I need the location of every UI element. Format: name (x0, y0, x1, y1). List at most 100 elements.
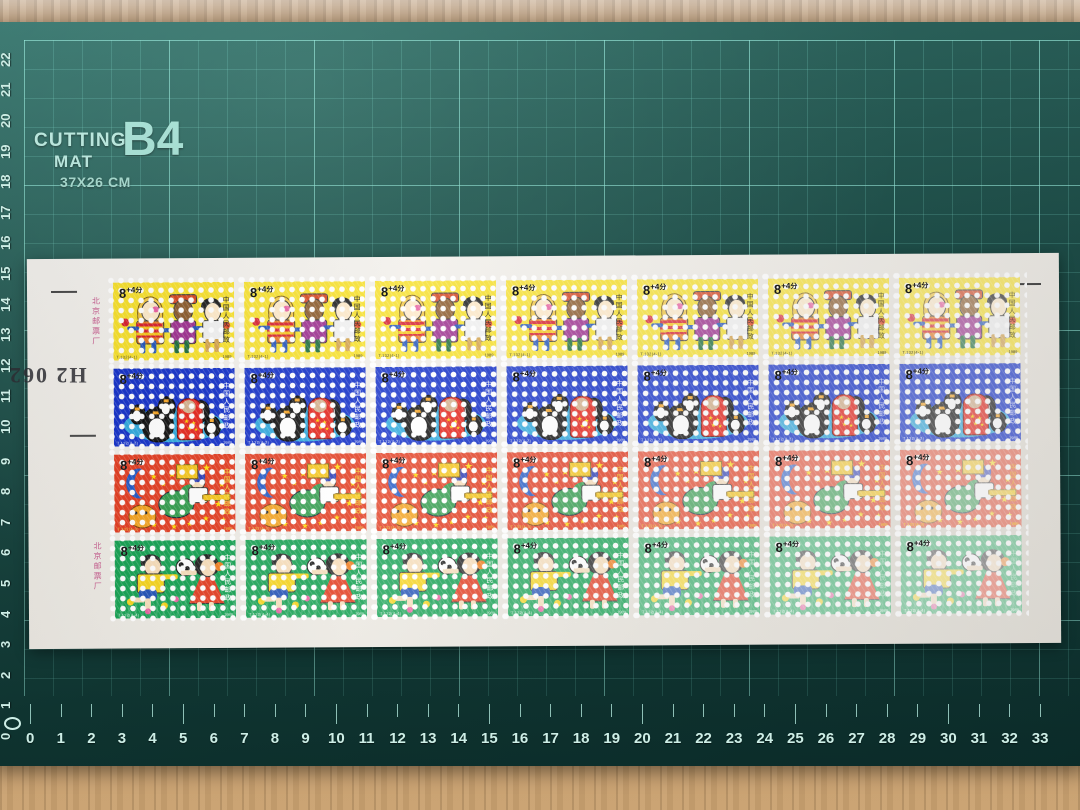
stamp-imprint-right: 1989 (746, 350, 756, 356)
ruler-tick-h (183, 704, 184, 724)
stamp-imprint-left: T.132(4-1) (771, 350, 793, 356)
stamp-country-text: 中国人民邮政 (485, 552, 494, 601)
stamp-r1-c7[interactable]: 8+4分 中国人民邮政 T.132(4-1) 1989 (891, 270, 1028, 363)
mat-brand-cutting: CUTTING (34, 130, 127, 151)
stamp-r2-c2[interactable]: ★ ★ ★ ★ 8+4分 中国人民邮政 T.132(4-2) 1989 (237, 360, 374, 453)
stamp-country-text: 中国人民邮政 (484, 380, 493, 429)
stamp-r2-c6[interactable]: ★ ★ ★ ★ 8+4分 中国人民邮政 T.132(4-2) 1989 (761, 356, 897, 450)
stamp-imprint-left: T.132(4-2) (640, 437, 663, 443)
stamp-r1-c6[interactable]: 8+4分 中国人民邮政 T.132(4-1) 1989 (760, 270, 897, 364)
ruler-label-v-22: 22 (0, 52, 13, 67)
stamp-country-text: 中国人民邮政 (877, 377, 886, 426)
stamp-imprint-right: 1989 (616, 437, 625, 443)
stamp-imprint-right: 1989 (222, 353, 232, 359)
stamp-imprint-left: T.132(4-4) (772, 608, 795, 614)
ruler-label-h-17: 17 (542, 730, 559, 747)
stamp-denomination: 8+4分 (250, 370, 274, 387)
ruler-tick-h (856, 704, 858, 717)
stamp-country-text: 中国人民邮政 (878, 463, 887, 512)
row-children-playing-ball: 8+4分 中国人民邮政 T.132(4-4) 1989 8+4分 中国人民邮政 T.132(… (107, 528, 1030, 626)
stamp-denomination: 8+4分 (513, 455, 537, 471)
stamp-imprint-right: 1989 (747, 522, 757, 528)
stamp-r3-c3[interactable]: ★ ★ ★ ★ ★ ★ ★ ★ ★ ★ ★ ★ 8+4分 中国人民邮政 T.132(4-3) 1989 (368, 445, 505, 539)
stamp-r3-c5[interactable]: ★ ★ ★ ★ ★ ★ ★ ★ ★ ★ ★ ★ 8+4分 中国人民邮政 T.132(4-3) 1989 (630, 443, 767, 537)
stamp-country-text: 中国人民邮政 (484, 294, 493, 343)
ruler-label-v-8: 8 (0, 488, 13, 495)
ruler-label-h-2: 2 (87, 730, 96, 747)
ruler-label-v-1: 1 (0, 702, 13, 709)
stamp-imprint-left: T.132(4-4) (379, 610, 402, 617)
stamp-denomination: 8+4分 (906, 452, 930, 469)
stamp-r1-c1[interactable]: 8+4分 中国人民邮政 T.132(4-1) 1989 (105, 274, 242, 368)
ruler-tick-h (672, 704, 674, 717)
stamp-denomination: 8+4分 (382, 455, 406, 472)
stamp-r1-c2[interactable]: 8+4分 中国人民邮政 T.132(4-1) 1989 (236, 274, 373, 367)
stamp-country-text: 中国人民邮政 (1008, 377, 1017, 426)
ruler-tick-h (733, 704, 735, 717)
ruler-label-h-3: 3 (117, 730, 127, 747)
stamp-r1-c5[interactable]: 8+4分 中国人民邮政 T.132(4-1) 1989 (629, 271, 766, 365)
stamp-country-text: 中国人民邮政 (1009, 549, 1018, 598)
stamp-country-text: 中国人民邮政 (746, 378, 755, 427)
stamp-country-text: 中国人民邮政 (616, 551, 625, 600)
ruler-tick-h (213, 704, 215, 717)
stamp-r3-c7[interactable]: ★ ★ ★ ★ ★ ★ ★ ★ ★ ★ ★ ★ 8+4分 中国人民邮政 T.132(4-3) 1989 (892, 442, 1029, 535)
stamp-imprint-right: 1989 (353, 353, 363, 359)
stamp-imprint-left: T.132(4-4) (510, 610, 533, 616)
stamp-country-text: 中国人民邮政 (222, 295, 231, 344)
ruler-label-h-27: 27 (848, 730, 865, 747)
ruler-tick-h (1009, 704, 1011, 717)
ruler-label-h-28: 28 (878, 730, 896, 747)
stamp-r2-c4[interactable]: ★ ★ ★ ★ 8+4分 中国人民邮政 T.132(4-2) 1989 (499, 358, 635, 452)
stamp-r4-c2[interactable]: 8+4分 中国人民邮政 T.132(4-4) 1989 (238, 532, 375, 625)
ruler-tick-h (60, 704, 62, 717)
stamp-r3-c1[interactable]: ★ ★ ★ ★ ★ ★ ★ ★ ★ ★ ★ ★ 8+4分 中国人民邮政 T.132(4-3) 1989 (106, 446, 243, 540)
stamp-country-text: 中国人民邮政 (223, 467, 232, 516)
ruler-label-h-11: 11 (358, 730, 375, 747)
stamp-r1-c4[interactable]: 8+4分 中国人民邮政 T.132(4-1) 1989 (498, 272, 635, 366)
stamp-imprint-right: 1989 (485, 438, 494, 444)
stamp-r3-c6[interactable]: ★ ★ ★ ★ ★ ★ ★ ★ ★ ★ ★ ★ 8+4分 中国人民邮政 T.132(4-3) 1989 (761, 442, 898, 536)
stamp-country-text: 中国人民邮政 (353, 381, 362, 430)
stamp-r2-c5[interactable]: ★ ★ ★ ★ 8+4分 中国人民邮政 T.132(4-2) 1989 (630, 357, 766, 451)
stamp-imprint-left: T.132(4-2) (378, 438, 401, 445)
stamp-imprint-left: T.132(4-2) (902, 435, 925, 441)
stamp-country-text: 中国人民邮政 (223, 553, 232, 602)
ruler-label-v-0: 0 (0, 733, 13, 740)
stamp-r4-c7[interactable]: 8+4分 中国人民邮政 T.132(4-4) 1989 (893, 528, 1030, 621)
stamp-r2-c1[interactable]: ★ ★ ★ ★ 8+4分 中国人民邮政 T.132(4-2) 1989 (106, 360, 243, 454)
stamp-r3-c4[interactable]: ★ ★ ★ ★ ★ ★ ★ ★ ★ ★ ★ ★ 8+4分 中国人民邮政 T.132(4-3) 1989 (499, 444, 636, 538)
ruler-label-v-16: 16 (0, 235, 13, 251)
ruler-tick-h (948, 704, 949, 724)
ruler-label-v-15: 15 (0, 266, 13, 281)
stamp-denomination: 8+4分 (251, 456, 275, 473)
handwritten-note: H2 062 (8, 363, 87, 388)
ruler-label-v-3: 3 (0, 641, 13, 648)
stamp-imprint-right: 1989 (877, 349, 887, 355)
ruler-label-h-20: 20 (634, 730, 651, 747)
ruler-label-v-11: 11 (0, 389, 13, 404)
ruler-tick-h (121, 704, 123, 717)
stamp-imprint-right: 1989 (354, 525, 364, 531)
stamp-r4-c4[interactable]: 8+4分 中国人民邮政 T.132(4-4) 1989 (500, 530, 637, 624)
stamp-country-text: 中国人民邮政 (485, 466, 494, 515)
stamp-r4-c1[interactable]: 8+4分 中国人民邮政 T.132(4-4) 1989 (107, 532, 244, 626)
stamp-imprint-right: 1989 (879, 607, 888, 613)
stamp-denomination: 8+4分 (118, 285, 143, 301)
stamp-r4-c3[interactable]: 8+4分 中国人民邮政 T.132(4-4) 1989 (369, 531, 506, 625)
stamp-r4-c5[interactable]: 8+4分 中国人民邮政 T.132(4-4) 1989 (631, 529, 768, 623)
stamp-r3-c2[interactable]: ★ ★ ★ ★ ★ ★ ★ ★ ★ ★ ★ ★ 8+4分 中国人民邮政 T.132(4-3) 1989 (237, 446, 374, 539)
stamp-imprint-right: 1989 (1009, 435, 1018, 441)
stamp-r2-c3[interactable]: ★ ★ ★ ★ 8+4分 中国人民邮政 T.132(4-2) 1989 (368, 359, 505, 453)
stamp-r1-c3[interactable]: 8+4分 中国人民邮政 T.132(4-1) 1989 (367, 273, 504, 367)
ruler-label-h-4: 4 (148, 730, 157, 747)
stamp-imprint-left: T.132(4-2) (509, 438, 532, 444)
stamp-r4-c6[interactable]: 8+4分 中国人民邮政 T.132(4-4) 1989 (762, 528, 899, 622)
stamp-r2-c7[interactable]: ★ ★ ★ ★ 8+4分 中国人民邮政 T.132(4-2) 1989 (892, 356, 1028, 449)
stamp-imprint-left: T.132(4-2) (116, 440, 139, 446)
stamp-denomination: 8+4分 (904, 280, 929, 297)
ruler-label-h-15: 15 (481, 730, 498, 747)
ruler-label-v-19: 19 (0, 144, 13, 159)
stamp-imprint-left: T.132(4-3) (379, 524, 401, 531)
